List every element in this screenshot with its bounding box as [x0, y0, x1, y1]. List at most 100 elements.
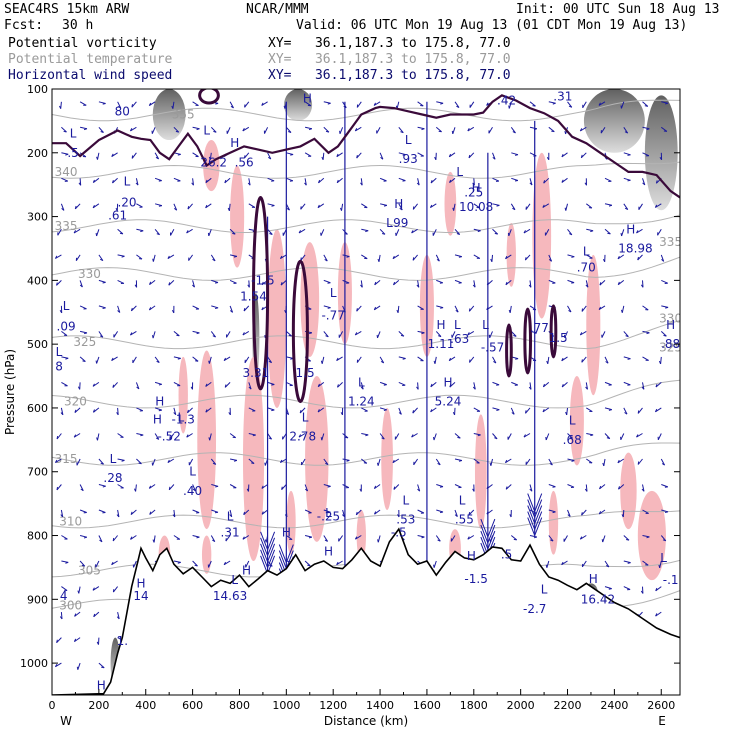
wind-vector: [617, 280, 625, 286]
extremum-label-89: 8: [55, 359, 63, 373]
wind-vector-head: [74, 409, 77, 413]
wind-vector: [298, 228, 306, 234]
wind-vector-head: [288, 131, 292, 133]
wind-vector-head: [279, 255, 283, 259]
wind-vector-head: [383, 384, 387, 386]
wind-vector-head: [60, 514, 64, 518]
isentrope-315: [52, 442, 680, 466]
wind-vector-head: [354, 536, 358, 540]
wind-vector: [529, 382, 532, 390]
wind-vector: [361, 228, 369, 232]
wind-vector-head: [81, 564, 85, 567]
wind-vector: [342, 254, 350, 257]
wind-vector-head: [381, 437, 385, 440]
isentrope-right-label-1: 330: [659, 312, 682, 326]
wind-vector: [454, 509, 458, 517]
wind-vector: [548, 535, 554, 542]
wind-vector-head: [508, 309, 511, 313]
wind-vector: [660, 254, 665, 262]
wind-vector: [286, 381, 293, 386]
wind-vector: [205, 177, 212, 184]
extremum-label-9: H: [230, 136, 239, 150]
wind-vector-head: [472, 182, 475, 186]
pink-region-16: [506, 222, 516, 287]
wind-vector: [511, 177, 519, 181]
wind-vector: [318, 177, 325, 184]
wind-vector-head: [438, 335, 442, 338]
wind-vector-head: [176, 334, 180, 337]
wind-vector: [508, 101, 512, 109]
wind-vector-head: [95, 360, 98, 364]
wind-vector: [548, 254, 553, 262]
wind-vector-head: [412, 410, 414, 414]
wind-vector-head: [99, 335, 104, 338]
wind-vector-head: [399, 207, 403, 211]
wind-vector: [454, 279, 462, 284]
wind-vector-head: [247, 182, 251, 186]
isentrope-355: [52, 99, 680, 122]
wind-vector-head: [224, 179, 227, 184]
wind-vector-head: [397, 514, 400, 518]
wind-vector-head: [523, 230, 526, 234]
wind-vector: [523, 228, 531, 234]
wind-vector-head: [456, 105, 460, 108]
wind-vector-head: [118, 105, 121, 109]
wind-vector: [586, 433, 594, 436]
extremum-label-68: -.5: [391, 525, 407, 539]
wind-vector-head: [74, 205, 77, 210]
wind-vector: [79, 101, 87, 106]
wind-vector-head: [264, 462, 266, 466]
wind-vector: [154, 407, 162, 411]
wind-vector-head: [261, 485, 264, 489]
wind-vector: [229, 509, 233, 517]
wind-vector: [229, 458, 238, 461]
wind-vector-head: [605, 361, 609, 364]
wind-vector: [637, 458, 643, 465]
wind-vector-head: [377, 258, 380, 262]
wind-vector-head: [439, 511, 444, 514]
wind-arrowhead-jet-2060: [527, 493, 543, 537]
wind-vector: [379, 203, 388, 206]
extremum-label-60: .53: [396, 513, 415, 527]
wind-vector: [317, 382, 325, 388]
wind-vector: [411, 228, 418, 234]
extremum-label-76: L: [231, 573, 238, 587]
wind-vector: [304, 560, 311, 567]
wind-vector-head: [223, 561, 227, 565]
wind-vector-head: [205, 409, 208, 413]
wind-vector-head: [546, 360, 549, 364]
wind-vector: [135, 382, 140, 390]
wind-vector-head: [354, 128, 358, 132]
wind-vector: [564, 331, 568, 338]
extremum-label-47: L: [178, 411, 185, 425]
wind-vector: [374, 484, 381, 490]
wind-vector: [210, 126, 217, 133]
wind-vector-head: [624, 207, 629, 210]
wind-vector: [561, 560, 568, 566]
wind-vector: [286, 152, 294, 155]
extremum-label-1: 80: [115, 104, 130, 118]
wind-vector-head: [337, 384, 339, 388]
wind-vector-head: [138, 462, 142, 465]
wind-vector: [111, 152, 118, 158]
extremum-label-2: .5: [67, 146, 78, 160]
isentrope-320: [52, 379, 680, 409]
y-tick-label-100: 100: [27, 83, 48, 96]
wind-vector: [467, 126, 475, 132]
extremum-label-61: L: [459, 493, 466, 507]
wind-vector: [510, 407, 515, 415]
wind-vector-head: [100, 462, 104, 465]
wind-vector-head: [346, 256, 350, 258]
wind-vector-head: [135, 182, 139, 186]
wind-vector: [55, 458, 62, 464]
wind-vector-head: [590, 434, 594, 437]
wind-vector: [342, 484, 350, 489]
wind-vector: [210, 458, 217, 465]
wind-vector: [417, 535, 425, 538]
wind-vector-head: [584, 182, 587, 186]
field-pv-xy: XY= 36.1,187.3 to 175.8, 77.0: [268, 36, 511, 51]
wind-vector-head: [640, 284, 644, 288]
extremum-label-86: H: [97, 678, 106, 692]
wind-vector: [285, 331, 292, 337]
wind-vector: [529, 484, 533, 492]
